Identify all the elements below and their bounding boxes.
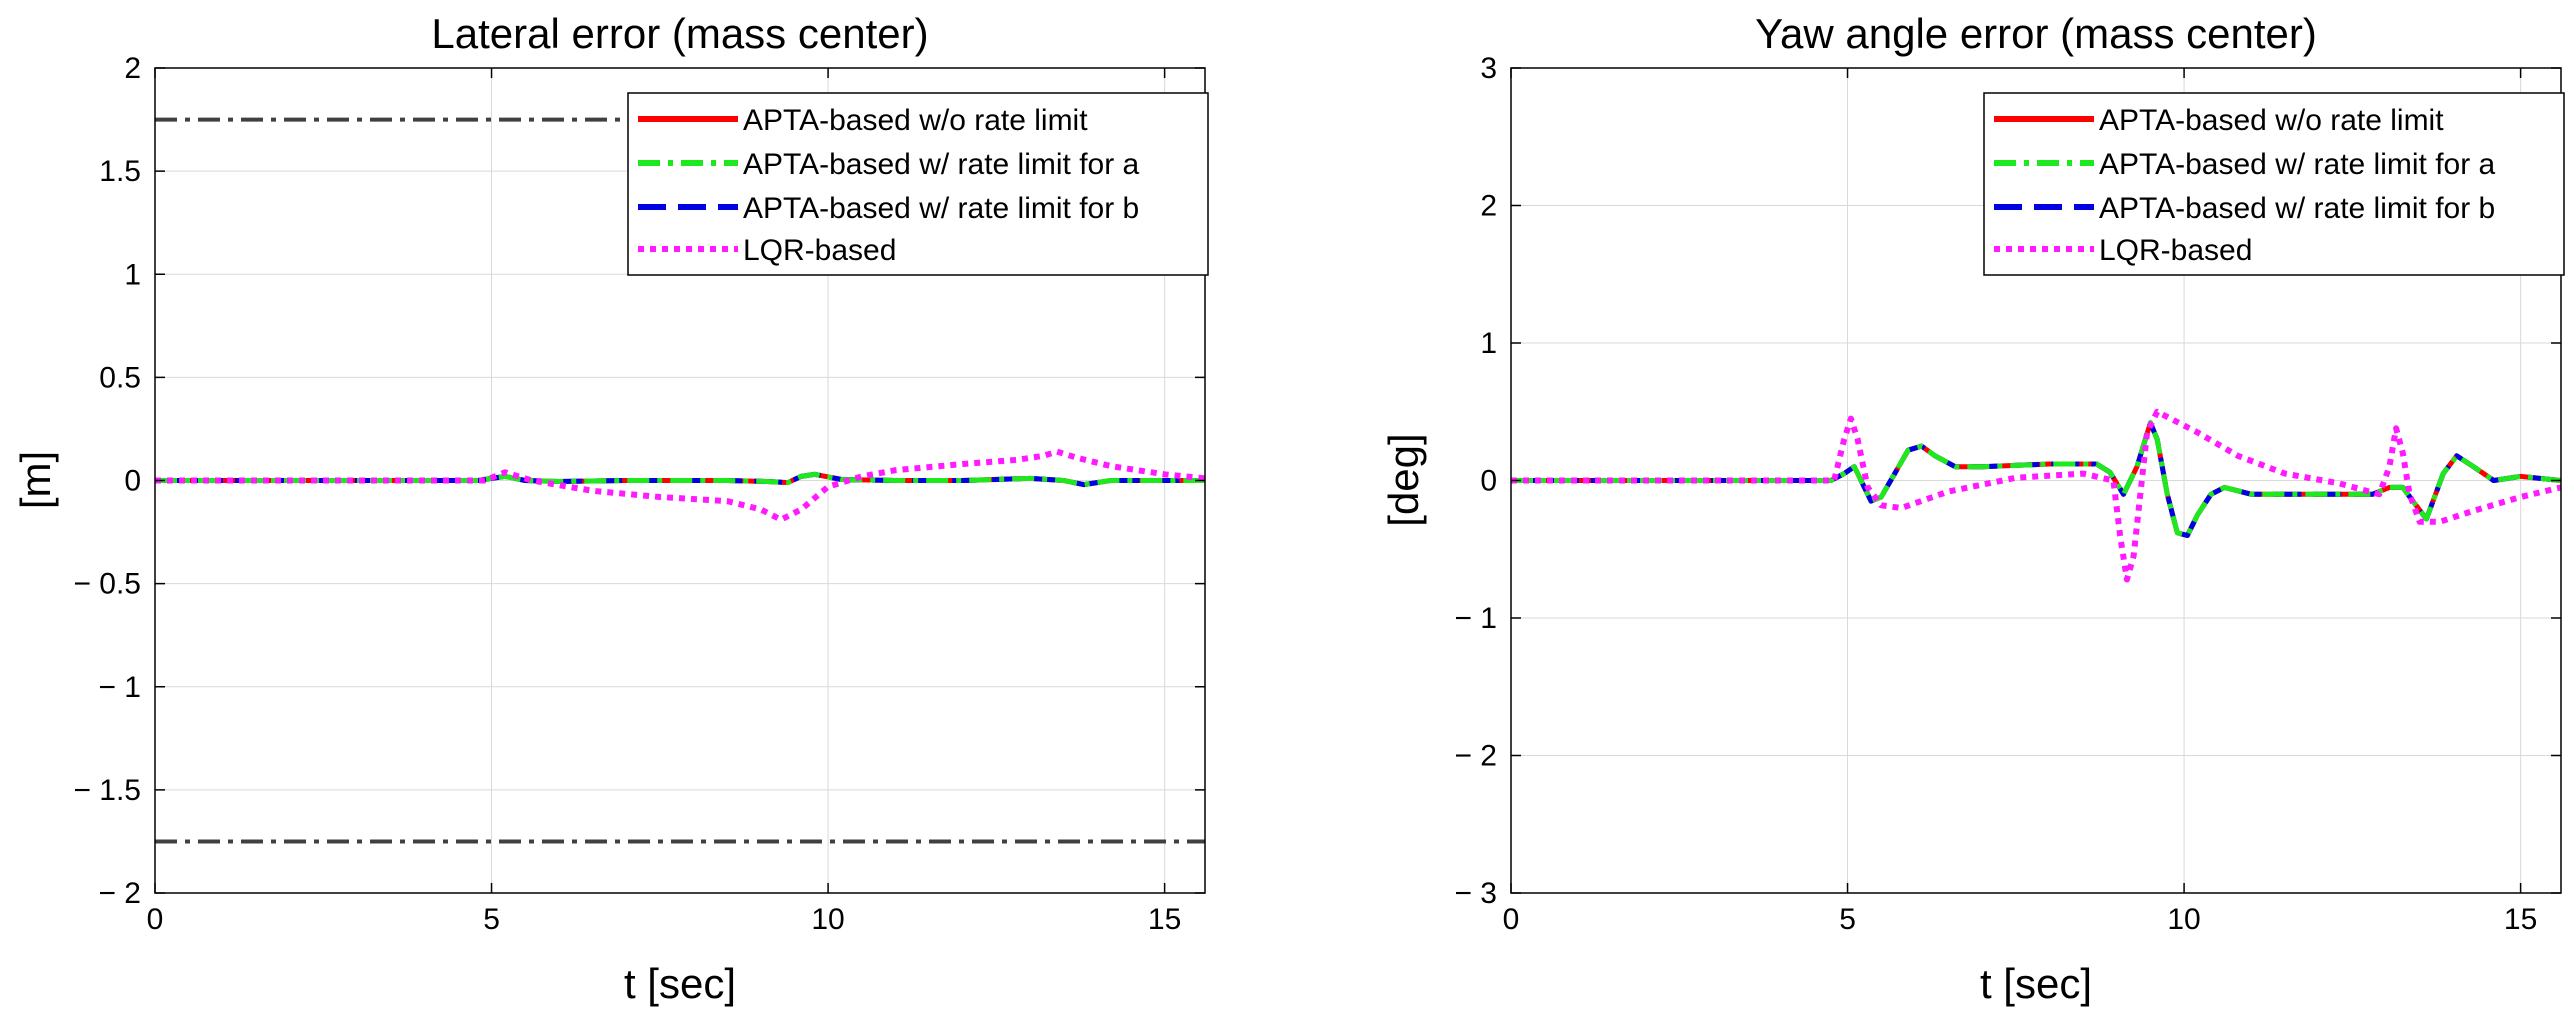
x-tick-label: 10 bbox=[811, 903, 844, 936]
legend-label-lqr: LQR-based bbox=[743, 234, 896, 267]
x-tick-label: 5 bbox=[483, 903, 500, 936]
plot-area: 0 5 10 15 2 1.5 1 0.5 0 − 0.5 − 1 − 1.5 − 2 bbox=[73, 52, 1206, 936]
legend-label-apta-limit-b: APTA-based w/ rate limit for b bbox=[2099, 192, 2495, 225]
x-axis-label: t [sec] bbox=[624, 960, 736, 1007]
lateral-error-chart: Lateral error (mass center) t [sec] [m] … bbox=[12, 10, 1209, 1007]
legend-box bbox=[627, 92, 1209, 276]
x-axis-label: t [sec] bbox=[1980, 960, 2092, 1007]
legend-label-lqr: LQR-based bbox=[2099, 234, 2252, 267]
y-axis-label: [deg] bbox=[1380, 433, 1427, 526]
x-tick-label: 0 bbox=[1503, 903, 1520, 936]
legend-label-apta-limit-a: APTA-based w/ rate limit for a bbox=[2099, 148, 2496, 181]
y-tick-label: − 1 bbox=[98, 671, 141, 704]
x-tick-label: 10 bbox=[2167, 903, 2200, 936]
x-tick-label: 15 bbox=[1148, 903, 1181, 936]
y-tick-label: − 1 bbox=[1454, 602, 1497, 635]
y-tick-label: 2 bbox=[1480, 190, 1497, 223]
legend-label-apta-no-limit: APTA-based w/o rate limit bbox=[2099, 104, 2444, 137]
legend: APTA-based w/o rate limit APTA-based w/ … bbox=[627, 92, 1209, 276]
series-line-lqr bbox=[155, 448, 1206, 523]
legend-label-apta-no-limit: APTA-based w/o rate limit bbox=[743, 104, 1088, 137]
y-axis-label: [m] bbox=[12, 451, 59, 509]
x-tick-label: 0 bbox=[147, 903, 164, 936]
y-tick-label: − 1.5 bbox=[73, 774, 141, 807]
series-line-apta-limit-a bbox=[155, 471, 1205, 488]
y-tick-label: 2 bbox=[124, 52, 141, 85]
y-tick-label: − 0.5 bbox=[73, 568, 141, 601]
y-tick-label: 3 bbox=[1480, 52, 1497, 85]
y-tick-label: − 2 bbox=[1454, 740, 1497, 773]
legend: APTA-based w/o rate limit APTA-based w/ … bbox=[1983, 92, 2565, 276]
legend-label-apta-limit-a: APTA-based w/ rate limit for a bbox=[743, 148, 1140, 181]
chart-title: Lateral error (mass center) bbox=[431, 10, 928, 57]
series-line-apta-limit-a bbox=[1511, 420, 2562, 538]
y-tick-label: 0 bbox=[1480, 465, 1497, 498]
y-tick-label: 1.5 bbox=[99, 155, 141, 188]
y-tick-label: 1 bbox=[124, 258, 141, 291]
y-tick-label: 0 bbox=[124, 465, 141, 498]
x-tick-label: 15 bbox=[2504, 903, 2537, 936]
legend-box bbox=[1983, 92, 2565, 276]
x-tick-label: 5 bbox=[1839, 903, 1856, 936]
chart-title: Yaw angle error (mass center) bbox=[1755, 10, 2317, 57]
legend-label-apta-limit-b: APTA-based w/ rate limit for b bbox=[743, 192, 1139, 225]
y-tick-label: − 3 bbox=[1454, 877, 1497, 910]
y-tick-label: 1 bbox=[1480, 327, 1497, 360]
y-tick-label: 0.5 bbox=[99, 361, 141, 394]
y-tick-label: − 2 bbox=[98, 877, 141, 910]
yaw-angle-error-chart: Yaw angle error (mass center) t [sec] [d… bbox=[1380, 10, 2565, 1007]
